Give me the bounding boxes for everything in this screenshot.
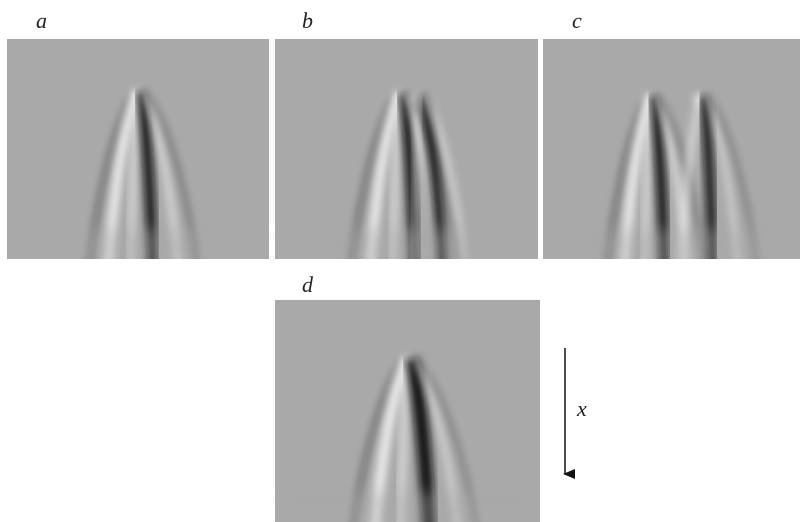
bottom-fade: [275, 492, 540, 522]
panels: [7, 39, 800, 522]
image-panel: [275, 300, 540, 522]
bottom-fade: [543, 229, 800, 259]
image-panel: [275, 39, 538, 259]
bottom-fade: [7, 229, 269, 259]
image-panel: [7, 39, 269, 259]
panel-label: d: [302, 272, 314, 297]
panel-label: c: [572, 8, 582, 33]
arrow-label: x: [576, 396, 587, 421]
panel-label: b: [302, 8, 313, 33]
bottom-fade: [275, 229, 538, 259]
panel-label: a: [36, 8, 47, 33]
image-panel: [543, 39, 800, 259]
